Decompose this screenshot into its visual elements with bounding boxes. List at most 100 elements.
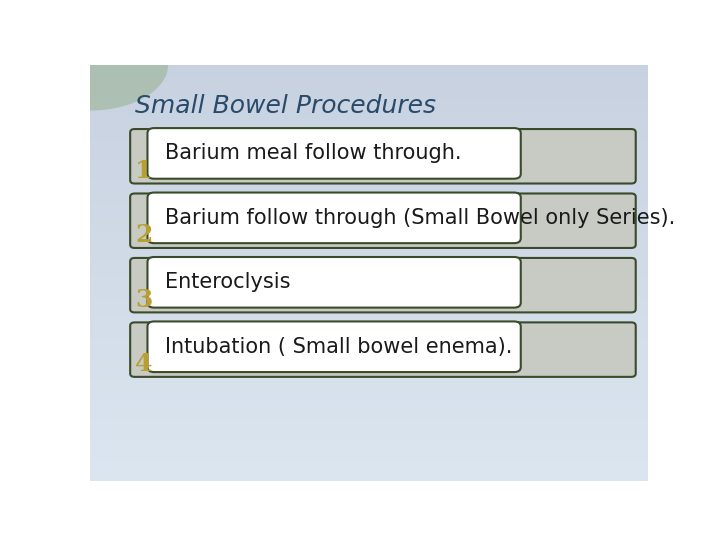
Bar — [90, 466, 648, 468]
Bar — [90, 343, 648, 346]
Bar — [90, 82, 648, 84]
Bar — [90, 408, 648, 410]
Bar — [90, 129, 648, 131]
Bar — [90, 123, 648, 125]
Bar — [90, 260, 648, 262]
Bar — [90, 175, 648, 177]
Bar — [90, 96, 648, 98]
Bar — [90, 127, 648, 129]
Bar — [90, 468, 648, 470]
Bar — [90, 150, 648, 152]
Bar — [90, 152, 648, 154]
Bar — [90, 472, 648, 474]
Bar — [90, 144, 648, 146]
Bar — [90, 262, 648, 265]
Bar — [90, 181, 648, 183]
Bar — [90, 476, 648, 478]
Bar — [90, 429, 648, 431]
Bar — [90, 231, 648, 233]
Bar — [90, 154, 648, 156]
Bar — [90, 65, 648, 67]
Bar — [90, 285, 648, 287]
Bar — [90, 302, 648, 304]
Bar — [90, 283, 648, 285]
Bar — [90, 352, 648, 354]
Bar — [90, 451, 648, 454]
Text: Barium follow through (Small Bowel only Series).: Barium follow through (Small Bowel only … — [166, 208, 675, 228]
Bar — [90, 337, 648, 339]
Bar — [90, 248, 648, 250]
Bar — [90, 360, 648, 362]
Bar — [90, 314, 648, 316]
Bar — [90, 443, 648, 446]
Bar — [90, 111, 648, 113]
Bar — [90, 266, 648, 268]
Bar — [90, 373, 648, 375]
Bar — [90, 391, 648, 393]
Bar — [90, 406, 648, 408]
Bar — [90, 420, 648, 422]
Text: Small Bowel Procedures: Small Bowel Procedures — [135, 94, 436, 118]
Bar — [90, 225, 648, 227]
Bar — [90, 194, 648, 196]
Bar — [90, 136, 648, 138]
Bar — [90, 173, 648, 175]
Bar — [90, 370, 648, 373]
FancyBboxPatch shape — [130, 322, 636, 377]
Bar — [90, 171, 648, 173]
Bar — [90, 158, 648, 160]
Bar — [90, 252, 648, 254]
Bar — [90, 333, 648, 335]
Bar — [90, 87, 648, 90]
Bar — [90, 131, 648, 133]
Bar — [90, 437, 648, 439]
Bar — [90, 441, 648, 443]
Bar — [90, 341, 648, 343]
Bar — [90, 404, 648, 406]
Bar — [90, 400, 648, 402]
Bar — [90, 273, 648, 275]
Bar — [90, 156, 648, 158]
Bar — [90, 196, 648, 198]
Bar — [90, 223, 648, 225]
Bar — [90, 202, 648, 204]
Bar — [90, 362, 648, 364]
Bar — [90, 325, 648, 327]
Bar — [90, 375, 648, 377]
FancyBboxPatch shape — [148, 128, 521, 179]
Bar — [90, 439, 648, 441]
Bar — [90, 402, 648, 404]
Bar — [90, 227, 648, 229]
Bar — [90, 474, 648, 476]
Bar — [90, 316, 648, 319]
Bar — [90, 185, 648, 187]
Bar — [90, 339, 648, 341]
Bar — [90, 431, 648, 433]
Bar — [90, 104, 648, 106]
Bar — [90, 478, 648, 481]
Bar — [90, 327, 648, 329]
Bar — [90, 67, 648, 69]
Bar — [90, 422, 648, 424]
Bar — [90, 233, 648, 235]
Bar — [90, 294, 648, 295]
Bar — [90, 244, 648, 246]
Bar — [90, 133, 648, 136]
Text: Barium meal follow through.: Barium meal follow through. — [166, 144, 462, 164]
Bar — [90, 460, 648, 462]
Bar — [90, 387, 648, 389]
FancyBboxPatch shape — [130, 129, 636, 184]
Text: 4: 4 — [135, 352, 152, 376]
FancyBboxPatch shape — [130, 193, 636, 248]
Bar — [90, 435, 648, 437]
FancyBboxPatch shape — [148, 193, 521, 243]
Bar — [90, 73, 648, 75]
Ellipse shape — [12, 19, 168, 111]
Bar — [90, 98, 648, 100]
Bar — [90, 204, 648, 206]
Bar — [90, 412, 648, 414]
Bar — [90, 235, 648, 238]
Bar — [90, 92, 648, 94]
Bar — [90, 381, 648, 383]
Bar — [90, 140, 648, 141]
